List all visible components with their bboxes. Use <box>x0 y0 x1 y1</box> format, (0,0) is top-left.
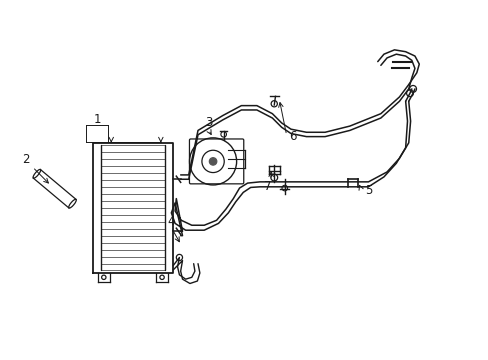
Text: 4: 4 <box>167 215 175 228</box>
Text: 7: 7 <box>264 180 271 193</box>
Circle shape <box>209 158 216 165</box>
Text: 5: 5 <box>364 184 371 197</box>
Text: 3: 3 <box>204 116 212 129</box>
Text: 6: 6 <box>288 130 296 143</box>
Text: 2: 2 <box>22 153 30 166</box>
Text: 1: 1 <box>93 113 101 126</box>
